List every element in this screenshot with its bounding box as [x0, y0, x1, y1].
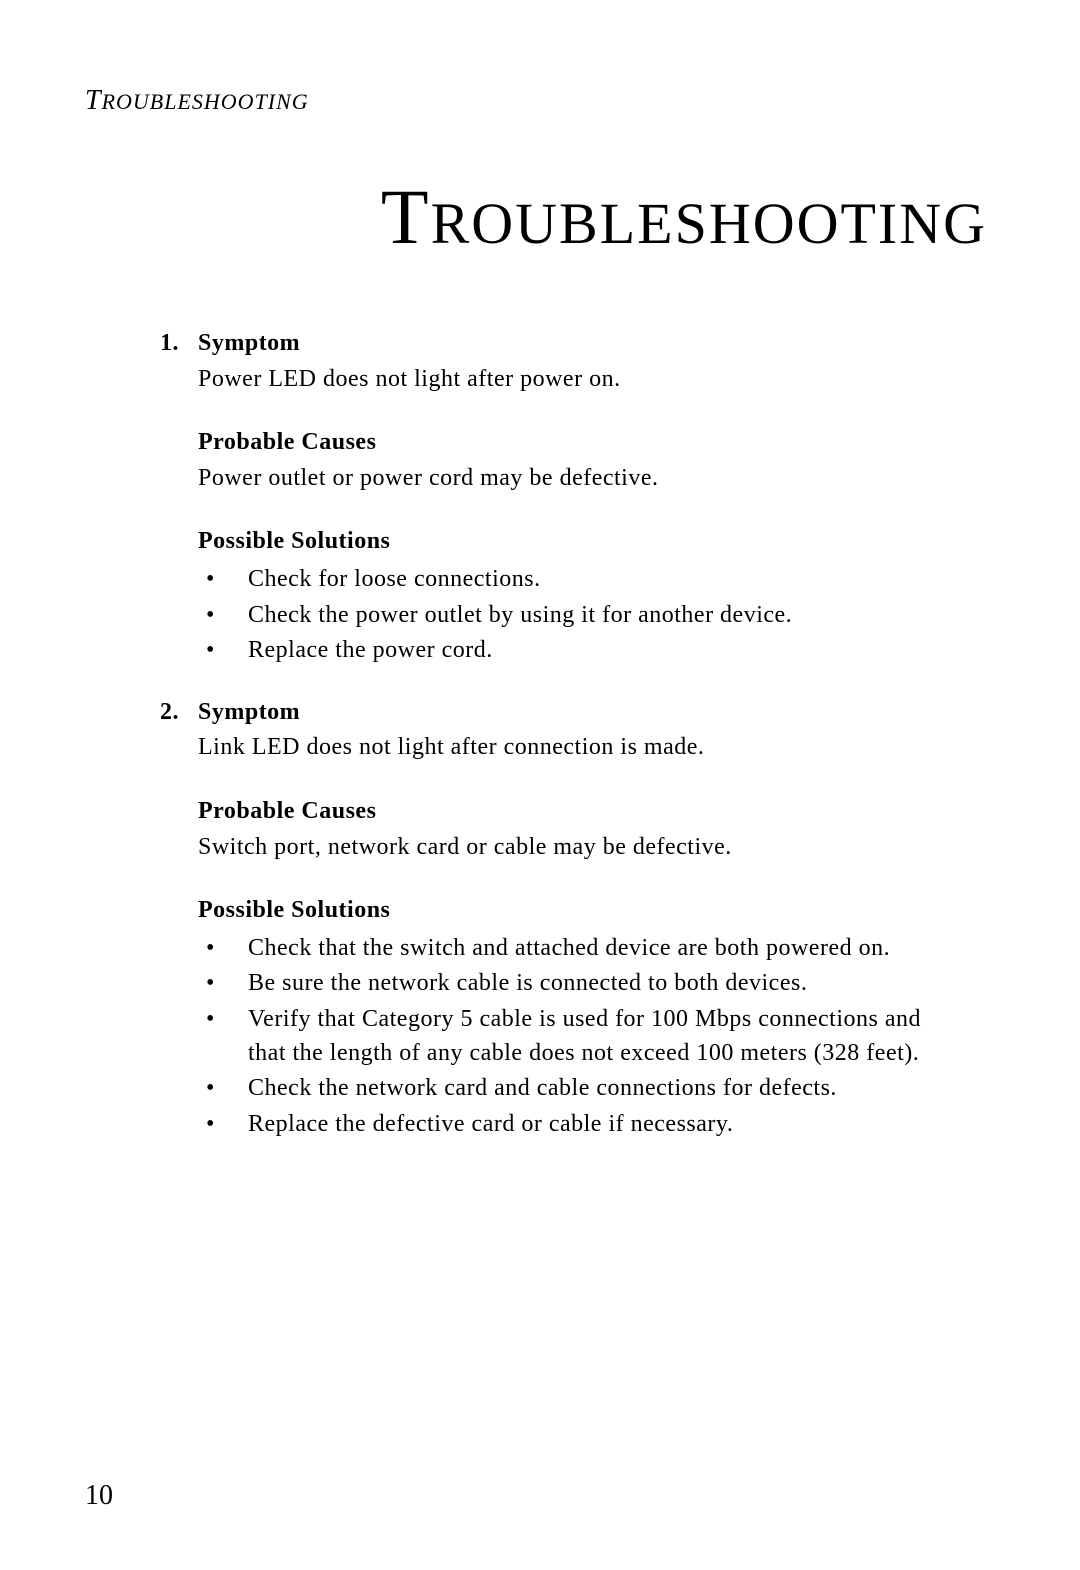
chapter-title-cap: T	[381, 173, 431, 260]
symptom-text: Power LED does not light after power on.	[160, 363, 960, 397]
solutions-list: Check for loose connections. Check the p…	[160, 563, 960, 668]
symptom-text: Link LED does not light after connection…	[160, 731, 960, 765]
solution-item: Check the network card and cable connect…	[198, 1072, 960, 1106]
chapter-title: TROUBLESHOOTING	[85, 172, 995, 262]
causes-label: Probable Causes	[160, 795, 960, 829]
causes-text: Power outlet or power cord may be defect…	[160, 462, 960, 496]
item-number: 1.	[160, 327, 198, 361]
content-area: 1. Symptom Power LED does not light afte…	[85, 327, 995, 1141]
symptom-label: Symptom	[198, 696, 300, 730]
solutions-list: Check that the switch and attached devic…	[160, 932, 960, 1142]
chapter-title-rest: ROUBLESHOOTING	[431, 191, 987, 256]
solution-item: Replace the defective card or cable if n…	[198, 1108, 960, 1142]
solution-item: Check for loose connections.	[198, 563, 960, 597]
page-number: 10	[85, 1480, 113, 1512]
solution-item: Verify that Category 5 cable is used for…	[198, 1003, 960, 1070]
solution-item: Replace the power cord.	[198, 634, 960, 668]
running-head-cap: T	[85, 85, 102, 116]
running-head: TROUBLESHOOTING	[85, 85, 995, 117]
troubleshooting-item: 1. Symptom Power LED does not light afte…	[160, 327, 960, 668]
troubleshooting-item: 2. Symptom Link LED does not light after…	[160, 696, 960, 1142]
solutions-label: Possible Solutions	[160, 894, 960, 928]
running-head-rest: ROUBLESHOOTING	[102, 89, 309, 114]
symptom-label: Symptom	[198, 327, 300, 361]
solution-item: Check that the switch and attached devic…	[198, 932, 960, 966]
causes-label: Probable Causes	[160, 426, 960, 460]
symptom-row: 2. Symptom	[160, 696, 960, 730]
solution-item: Check the power outlet by using it for a…	[198, 599, 960, 633]
symptom-row: 1. Symptom	[160, 327, 960, 361]
causes-text: Switch port, network card or cable may b…	[160, 831, 960, 865]
solution-item: Be sure the network cable is connected t…	[198, 967, 960, 1001]
solutions-label: Possible Solutions	[160, 525, 960, 559]
item-number: 2.	[160, 696, 198, 730]
